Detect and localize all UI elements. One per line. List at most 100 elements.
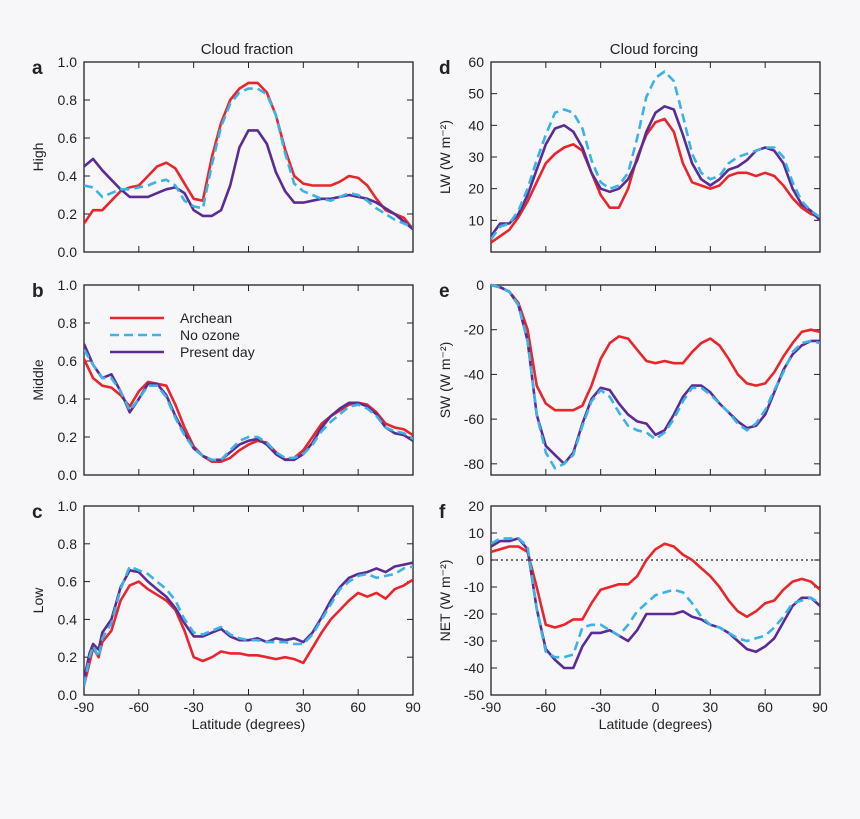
y-tick-label: 30 xyxy=(468,149,484,165)
y-tick-label: 10 xyxy=(468,212,484,228)
x-tick-label: 30 xyxy=(703,699,719,715)
y-tick-label: -80 xyxy=(464,456,484,472)
y-tick-label: 1.0 xyxy=(58,54,78,70)
panel-d: 10 20 30 40 50 60 LW (W m⁻²) d xyxy=(437,54,821,253)
y-tick-label: 0.8 xyxy=(58,315,78,331)
axes-frame xyxy=(83,61,414,253)
y-tick-label: 0 xyxy=(476,552,484,568)
y-tick-label: 0.4 xyxy=(58,611,78,627)
y-tick-label: 1.0 xyxy=(58,498,78,514)
x-tick-label: 0 xyxy=(652,699,660,715)
y-axis-label: Middle xyxy=(30,359,46,400)
x-tick-label: -90 xyxy=(481,699,501,715)
panel-letter: b xyxy=(32,281,44,302)
y-tick-label: 40 xyxy=(468,117,484,133)
x-tick-label: -30 xyxy=(591,699,611,715)
x-tick-label: 60 xyxy=(350,699,366,715)
y-tick-label: 60 xyxy=(468,54,484,70)
y-axis-label: SW (W m⁻²) xyxy=(437,342,453,419)
panel-letter: a xyxy=(32,58,43,79)
y-tick-label: -30 xyxy=(464,633,484,649)
y-axis-label: NET (W m⁻²) xyxy=(437,560,453,642)
x-tick-label: 60 xyxy=(757,699,773,715)
legend-label-no-ozone: No ozone xyxy=(180,327,240,343)
series-line-no-ozone xyxy=(491,283,820,470)
series-line-present-day xyxy=(491,283,820,466)
axes-frame xyxy=(83,284,414,476)
y-tick-label: -50 xyxy=(464,687,484,703)
y-tick-label: 0.0 xyxy=(58,687,78,703)
x-axis-label: Latitude (degrees) xyxy=(599,716,713,732)
series-line-no-ozone xyxy=(84,87,413,229)
y-tick-label: 50 xyxy=(468,86,484,102)
y-tick-label: 20 xyxy=(468,181,484,197)
y-axis-label: LW (W m⁻²) xyxy=(437,120,453,194)
x-tick-label: -60 xyxy=(536,699,556,715)
y-tick-label: -10 xyxy=(464,579,484,595)
series-line-present-day xyxy=(84,129,413,231)
panels: 0.0 0.2 0.4 0.6 0.8 1.0 High a 0.0 0.2 0.4 0.6 0.8 1.… xyxy=(30,54,828,732)
panel-letter: c xyxy=(32,502,43,523)
y-tick-label: -20 xyxy=(464,606,484,622)
legend: Archean No ozone Present day xyxy=(110,310,255,360)
series-line-present-day xyxy=(84,561,413,681)
series-line-present-day xyxy=(491,105,820,237)
series-line-archean xyxy=(84,358,413,464)
x-tick-label: -30 xyxy=(184,699,204,715)
panel-f: -90 -60 -30 0 30 60 90 20 10 0 -10 -20 -30 -40 -50 NET … xyxy=(437,498,828,732)
y-tick-label: -40 xyxy=(464,660,484,676)
y-tick-label: 0.4 xyxy=(58,168,78,184)
series-line-archean xyxy=(491,283,820,412)
x-tick-label: 90 xyxy=(405,699,421,715)
axes-frame xyxy=(83,505,414,696)
y-tick-label: -20 xyxy=(464,322,484,338)
series-line-no-ozone xyxy=(491,70,820,241)
panel-letter: f xyxy=(439,502,446,523)
series-line-archean xyxy=(84,578,413,686)
y-tick-label: 0.8 xyxy=(58,92,78,108)
axes-frame xyxy=(490,284,821,476)
y-tick-label: 1.0 xyxy=(58,277,78,293)
y-tick-label: -60 xyxy=(464,411,484,427)
panel-letter: e xyxy=(439,281,450,302)
col-title-right: Cloud forcing xyxy=(610,41,698,58)
col-title-left: Cloud fraction xyxy=(201,41,294,58)
y-axis-label: Low xyxy=(30,587,46,614)
series-line-archean xyxy=(491,117,820,244)
panel-letter: d xyxy=(439,58,451,79)
y-tick-label: 0.2 xyxy=(58,206,78,222)
y-tick-label: 0.2 xyxy=(58,429,78,445)
y-tick-label: 0.6 xyxy=(58,130,78,146)
series-line-present-day xyxy=(84,343,413,462)
y-tick-label: 20 xyxy=(468,498,484,514)
x-tick-label: 90 xyxy=(812,699,828,715)
legend-label-present-day: Present day xyxy=(180,344,255,360)
series-line-no-ozone xyxy=(84,348,413,462)
x-tick-label: -60 xyxy=(129,699,149,715)
y-tick-label: 0 xyxy=(476,277,484,293)
x-tick-label: 0 xyxy=(245,699,253,715)
series-line-no-ozone xyxy=(491,537,820,659)
y-tick-label: 0.4 xyxy=(58,391,78,407)
panel-e: 0 -20 -40 -60 -80 SW (W m⁻²) e xyxy=(437,277,821,476)
panel-c: -90 -60 -30 0 30 60 90 0.0 0.2 0.4 0.6 0.8 1.0 Low Lat… xyxy=(30,498,421,732)
y-tick-label: 0.8 xyxy=(58,536,78,552)
y-tick-label: 10 xyxy=(468,525,484,541)
series-line-no-ozone xyxy=(84,565,413,686)
y-tick-label: 0.2 xyxy=(58,649,78,665)
y-tick-label: -40 xyxy=(464,366,484,382)
y-axis-label: High xyxy=(30,143,46,172)
panel-a: 0.0 0.2 0.4 0.6 0.8 1.0 High a xyxy=(30,54,414,260)
x-axis-label: Latitude (degrees) xyxy=(192,716,306,732)
series-line-archean xyxy=(491,542,820,629)
x-tick-label: -90 xyxy=(74,699,94,715)
panel-b: 0.0 0.2 0.4 0.6 0.8 1.0 Middle b xyxy=(30,277,414,483)
legend-label-archean: Archean xyxy=(180,310,232,326)
x-tick-label: 30 xyxy=(296,699,312,715)
y-tick-label: 0.6 xyxy=(58,353,78,369)
series-line-archean xyxy=(84,81,413,231)
y-tick-label: 0.6 xyxy=(58,574,78,590)
y-tick-label: 0.0 xyxy=(58,244,78,260)
y-tick-label: 0.0 xyxy=(58,467,78,483)
